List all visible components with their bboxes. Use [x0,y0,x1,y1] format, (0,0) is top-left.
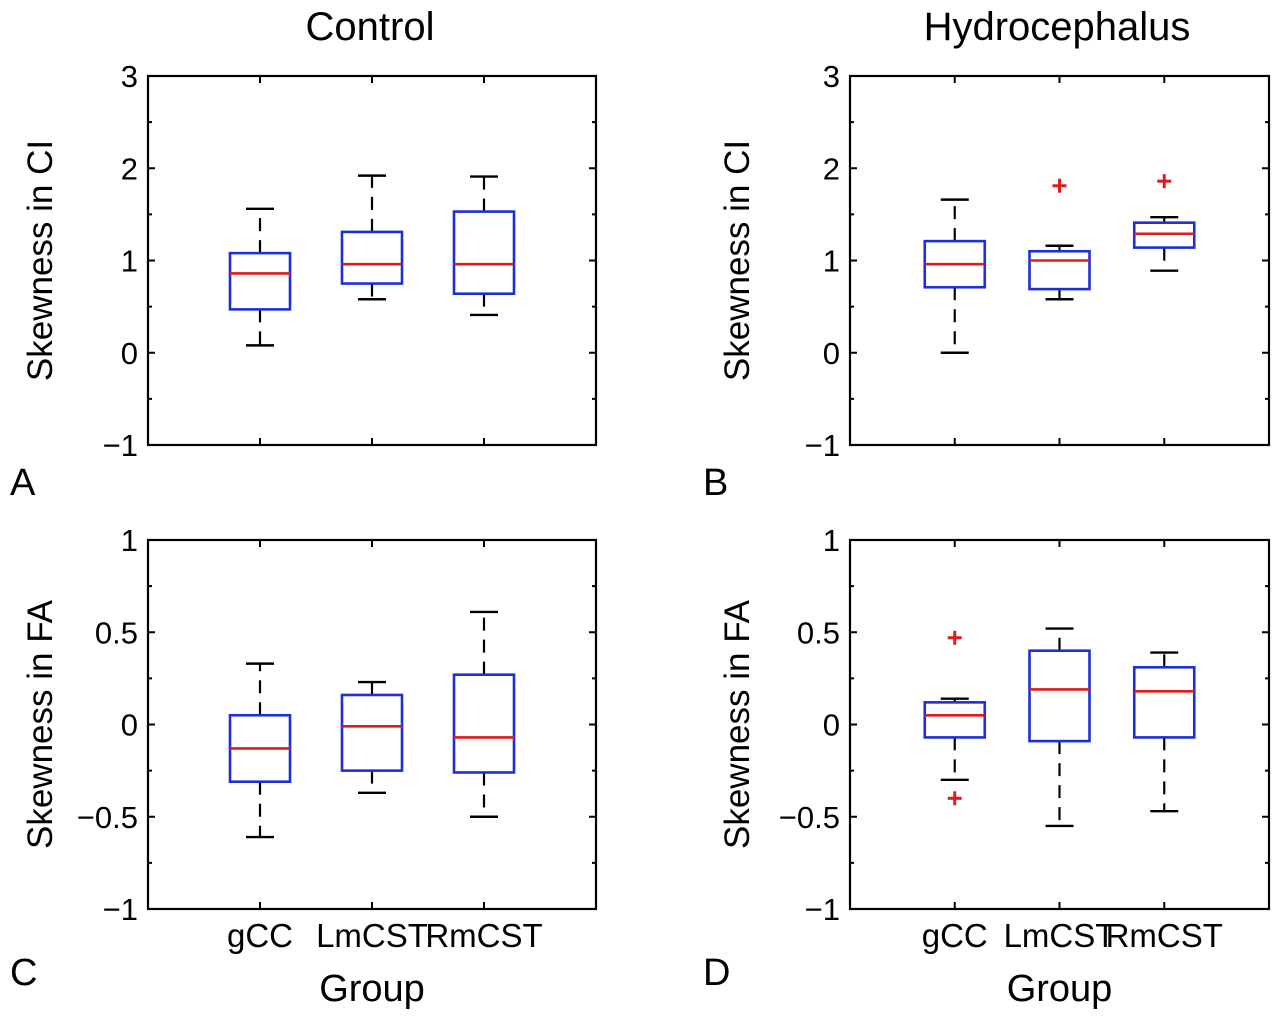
y-tick-label: 2 [121,151,138,186]
outlier-marker [1157,174,1172,189]
box-rmcst [1132,651,1196,813]
panel-b: −1 0 1 2 3 Skewness in CI B [703,59,1271,504]
box-rmcst [1132,174,1196,272]
box-rmcst [452,610,516,818]
y-tick-label: −1 [805,892,840,927]
y-tick-label: 1 [823,523,840,558]
iqr-box [452,673,516,774]
x-tick-label-lmcst: LmCST [316,917,428,954]
x-tick-label-gcc: gCC [227,917,293,954]
y-tick-label: −0.5 [77,800,138,835]
iqr-box [923,701,987,739]
panel-letter: D [703,952,730,994]
column-title-control: Control [306,5,435,49]
box-lmcst [1028,178,1091,301]
y-tick-label: −0.5 [779,800,840,835]
y-tick-label: −1 [103,892,138,927]
x-axis-label: Group [1007,968,1113,1010]
panel-letter: B [703,462,728,504]
x-tick-label-lmcst: LmCST [1004,917,1116,954]
y-axis-label: Skewness in CI [21,140,60,381]
y-tick-label: 0.5 [95,615,138,650]
plot-frame [848,538,1271,911]
plot-frame [146,538,598,911]
panels-group: −1 0 1 2 3 Skewness in CI A −1 0 1 2 3 Skewness in C… [10,59,1271,1010]
y-tick-label: 1 [823,244,840,279]
box-gcc [228,207,292,347]
y-tick-label: 1 [121,244,138,279]
iqr-box [228,251,292,311]
panel-letter: A [10,462,36,504]
iqr-box [452,210,516,296]
y-axis-label: Skewness in CI [718,140,757,381]
panel-a: −1 0 1 2 3 Skewness in CI A [10,59,598,504]
box-rmcst [452,175,516,317]
box-lmcst [340,680,404,794]
y-tick-label: 0 [121,336,138,371]
plot-frame [146,74,598,447]
y-tick-label: −1 [103,428,138,463]
x-tick-label-rmcst: RmCST [1106,917,1223,954]
box-gcc [923,630,987,806]
y-tick-label: 1 [121,523,138,558]
y-tick-label: 0.5 [797,615,840,650]
column-title-hydrocephalus: Hydrocephalus [924,5,1191,49]
plot-frame [848,74,1271,447]
outlier-marker [1052,178,1067,193]
x-tick-label-rmcst: RmCST [425,917,542,954]
y-tick-label: 0 [823,708,840,743]
iqr-box [1028,649,1091,743]
y-tick-label: 0 [121,708,138,743]
box-lmcst [340,174,404,301]
iqr-box [340,693,404,772]
box-lmcst [1028,627,1091,828]
y-tick-label: 3 [823,59,840,94]
iqr-box [1132,666,1196,739]
y-tick-label: 2 [823,151,840,186]
iqr-box [340,230,404,285]
outlier-marker [947,630,962,645]
box-gcc [923,198,987,354]
outlier-marker [947,791,962,806]
box-gcc [228,662,292,839]
y-axis-label: Skewness in FA [718,599,757,849]
y-tick-label: 0 [823,336,840,371]
iqr-box [1028,249,1091,291]
y-tick-label: 3 [121,59,138,94]
x-axis-label: Group [319,968,425,1010]
y-axis-label: Skewness in FA [21,599,60,849]
iqr-box [1132,221,1196,249]
y-tick-label: −1 [805,428,840,463]
panel-letter: C [10,952,37,994]
x-tick-label-gcc: gCC [922,917,988,954]
